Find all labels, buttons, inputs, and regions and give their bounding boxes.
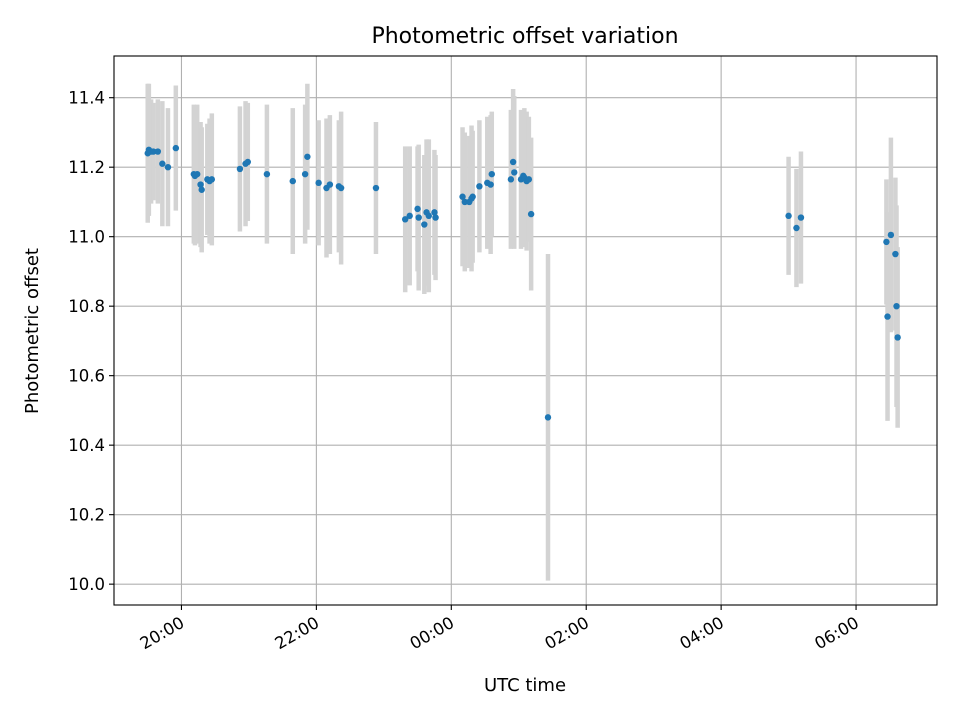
data-point (415, 214, 422, 221)
data-point (461, 198, 468, 206)
data-point (414, 205, 421, 213)
data-point (304, 153, 311, 160)
data-point (525, 176, 533, 183)
data-point (487, 181, 494, 188)
data-point (884, 313, 891, 320)
chart-title: Photometric offset variation (371, 24, 678, 49)
data-point (406, 212, 413, 220)
data-point (315, 179, 322, 187)
y-tick-label: 10.0 (68, 575, 105, 594)
y-tick-label: 10.6 (68, 367, 105, 386)
data-point (432, 214, 439, 221)
data-point (431, 209, 438, 216)
y-axis-label: Photometric offset (22, 248, 43, 414)
data-point (459, 193, 466, 200)
data-point (172, 144, 180, 152)
data-point (159, 160, 166, 167)
data-point (337, 184, 345, 192)
data-point (244, 158, 251, 166)
data-point (326, 181, 334, 188)
data-point (893, 302, 900, 310)
y-tick-label: 10.2 (68, 506, 105, 525)
data-point (236, 165, 244, 173)
data-point (797, 214, 805, 221)
data-point (164, 163, 172, 171)
data-point (785, 212, 792, 220)
data-point (301, 170, 309, 178)
data-point (208, 176, 216, 183)
data-point (289, 177, 296, 185)
data-point (154, 148, 162, 155)
data-point (263, 170, 271, 178)
y-tick-label: 10.4 (68, 436, 105, 455)
data-point (883, 238, 890, 246)
y-tick-label: 11.2 (68, 158, 105, 177)
data-point (150, 148, 157, 155)
data-point (372, 184, 380, 192)
data-points (144, 144, 901, 421)
y-tick-label: 10.8 (68, 297, 105, 316)
data-point (793, 224, 800, 232)
data-point (892, 250, 899, 258)
data-point (511, 169, 518, 176)
data-point (887, 231, 895, 239)
data-point (507, 176, 515, 183)
data-point (894, 334, 901, 341)
plot-frame (113, 55, 938, 606)
data-point (193, 170, 201, 178)
data-point (469, 193, 476, 200)
data-point (544, 414, 552, 421)
y-tick-label: 11.4 (68, 89, 105, 108)
data-point (476, 183, 483, 190)
data-point (488, 170, 495, 178)
data-point (425, 212, 433, 220)
y-tick-label: 11.0 (68, 228, 105, 247)
data-point (527, 210, 535, 218)
data-point (198, 186, 205, 193)
x-axis-label: UTC time (484, 675, 566, 696)
data-point (421, 221, 428, 228)
data-point (509, 158, 517, 166)
data-point (197, 181, 204, 188)
data-point (401, 216, 409, 223)
